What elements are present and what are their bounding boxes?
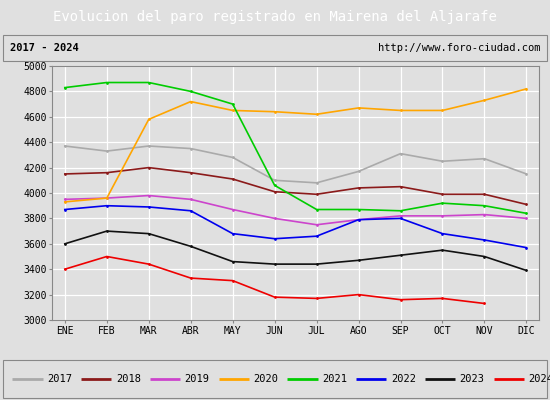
Text: 2021: 2021 — [322, 374, 347, 384]
Text: 2017 - 2024: 2017 - 2024 — [10, 43, 79, 53]
Text: 2024: 2024 — [528, 374, 550, 384]
Text: 2020: 2020 — [253, 374, 278, 384]
Text: http://www.foro-ciudad.com: http://www.foro-ciudad.com — [378, 43, 540, 53]
Text: 2017: 2017 — [47, 374, 72, 384]
Text: Evolucion del paro registrado en Mairena del Aljarafe: Evolucion del paro registrado en Mairena… — [53, 10, 497, 24]
Text: 2018: 2018 — [116, 374, 141, 384]
Text: 2022: 2022 — [390, 374, 416, 384]
Text: 2019: 2019 — [185, 374, 210, 384]
Text: 2023: 2023 — [459, 374, 485, 384]
